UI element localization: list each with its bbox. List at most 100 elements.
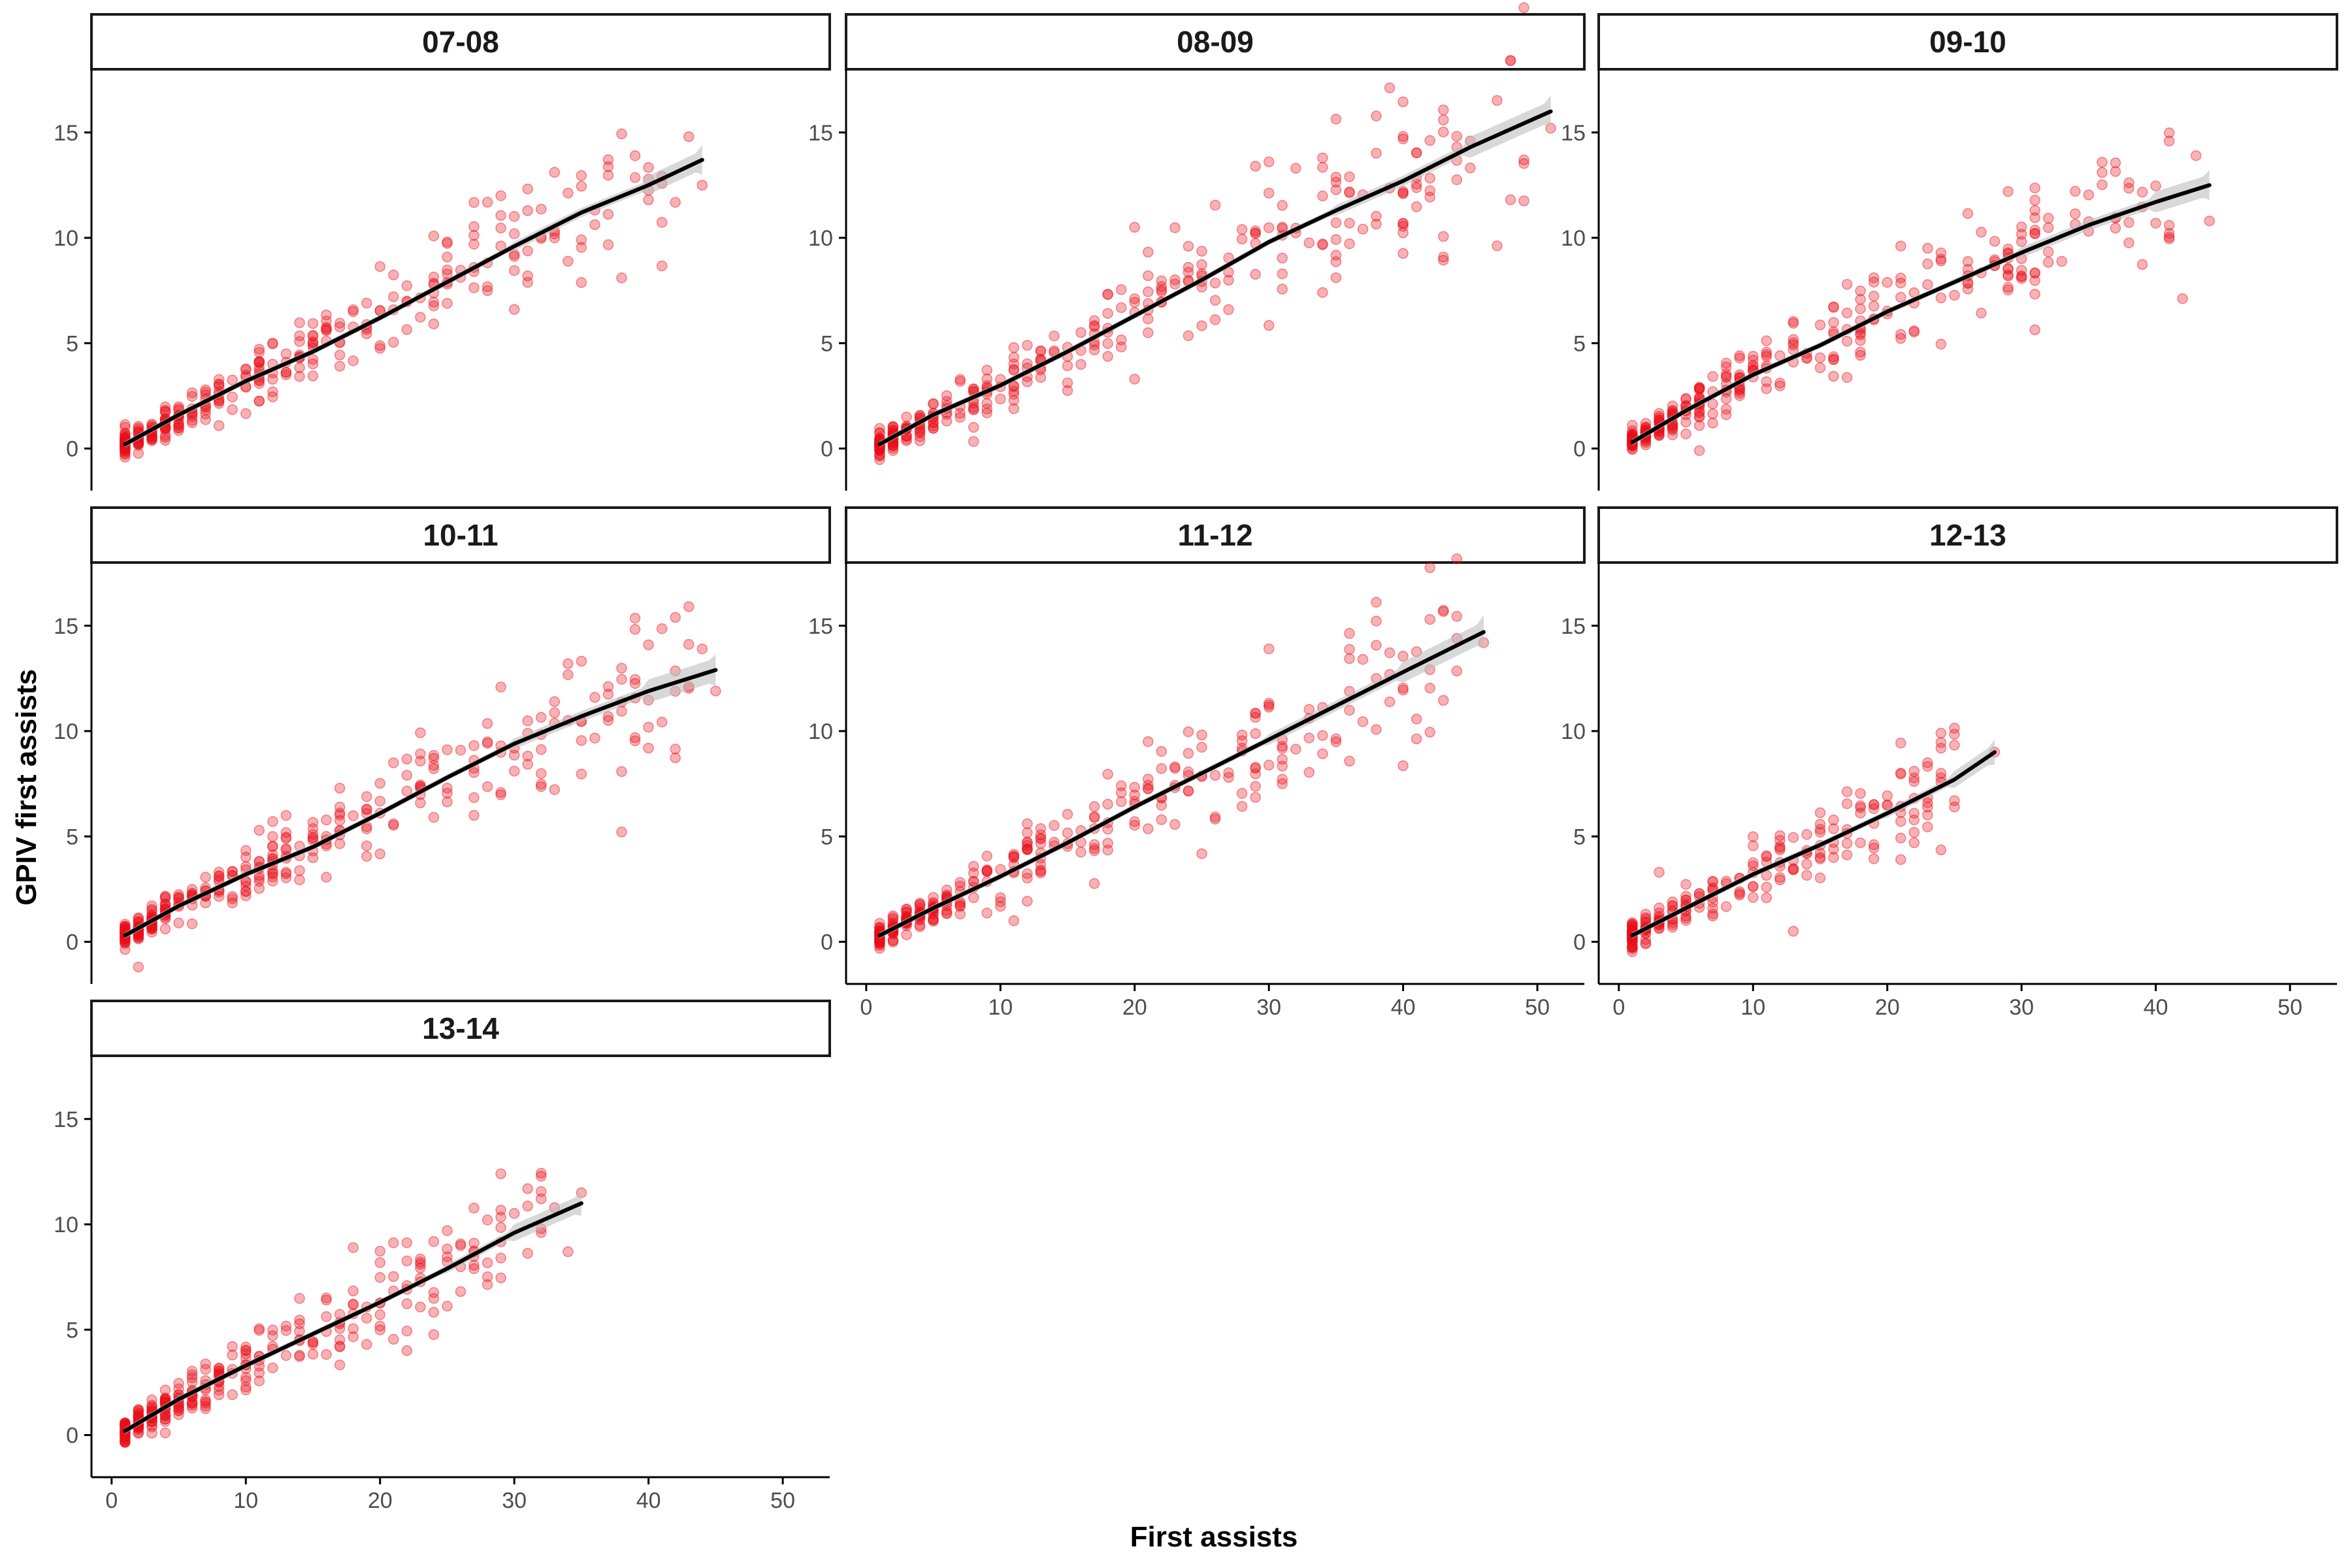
fit-line xyxy=(1630,750,1997,938)
data-point xyxy=(1935,338,1947,350)
data-point xyxy=(955,898,966,909)
data-point xyxy=(1895,832,1906,844)
data-point xyxy=(133,421,144,432)
data-point xyxy=(428,763,440,774)
data-point xyxy=(1115,787,1127,798)
data-point xyxy=(133,932,144,943)
data-point xyxy=(173,917,184,929)
data-point xyxy=(522,750,533,762)
data-point xyxy=(173,891,184,902)
data-point xyxy=(1438,231,1449,242)
data-point xyxy=(1357,716,1369,727)
data-point xyxy=(280,367,292,378)
data-point xyxy=(1397,682,1409,694)
data-point xyxy=(1008,403,1020,414)
data-point xyxy=(1209,811,1221,823)
data-point xyxy=(1236,735,1248,746)
data-point xyxy=(1707,910,1718,922)
data-point xyxy=(1397,186,1409,197)
data-point xyxy=(1895,768,1906,780)
data-point xyxy=(1654,907,1665,919)
data-point xyxy=(2123,237,2134,248)
data-point xyxy=(495,681,506,693)
data-point xyxy=(522,270,533,282)
data-point xyxy=(1371,210,1382,222)
data-point xyxy=(2110,166,2121,177)
data-point xyxy=(2056,255,2068,267)
data-point xyxy=(563,1246,574,1258)
data-point xyxy=(1788,318,1799,329)
data-point xyxy=(1438,254,1449,266)
data-point xyxy=(1868,799,1880,810)
data-point xyxy=(159,1428,171,1439)
data-point xyxy=(914,427,926,439)
data-point xyxy=(1949,795,1960,806)
data-point xyxy=(1841,838,1853,849)
data-point xyxy=(1438,604,1449,616)
data-point xyxy=(1828,351,1839,363)
data-point xyxy=(1008,852,1020,864)
data-point xyxy=(1788,316,1799,327)
panel-strip-label: 12-13 xyxy=(1929,518,2006,552)
data-point xyxy=(1022,818,1033,830)
data-point xyxy=(941,908,953,919)
data-point xyxy=(348,306,359,318)
data-point xyxy=(629,674,641,685)
data-point xyxy=(159,1416,171,1428)
data-point xyxy=(1143,774,1154,785)
data-point xyxy=(1693,407,1705,419)
data-point xyxy=(1411,147,1422,159)
data-point xyxy=(374,1257,385,1268)
data-point xyxy=(1143,783,1154,794)
data-point xyxy=(1129,789,1140,801)
y-tick-label: 15 xyxy=(1561,614,1586,639)
data-point xyxy=(1035,829,1047,841)
data-point xyxy=(508,211,520,222)
data-point xyxy=(146,435,157,446)
data-point xyxy=(240,1372,252,1383)
data-point xyxy=(536,768,547,779)
data-point xyxy=(253,357,265,368)
x-tick-label: 40 xyxy=(1391,995,1416,1020)
data-point xyxy=(1976,227,1987,238)
data-point xyxy=(1196,729,1207,741)
data-point xyxy=(1075,359,1086,370)
data-point xyxy=(1627,427,1638,439)
scatter-points xyxy=(1627,723,2001,957)
data-point xyxy=(415,1256,426,1268)
data-point xyxy=(1908,326,1920,338)
y-tick-label: 15 xyxy=(54,1107,78,1132)
data-point xyxy=(374,1245,385,1257)
data-point xyxy=(1895,240,1906,252)
data-point xyxy=(1788,864,1799,875)
data-point xyxy=(536,711,547,723)
data-point xyxy=(1088,811,1100,823)
data-point xyxy=(1088,878,1100,889)
panel-strip xyxy=(845,13,1586,71)
data-point xyxy=(1330,733,1342,745)
data-point xyxy=(2177,293,2188,304)
data-point xyxy=(1761,335,1772,346)
data-point xyxy=(1156,284,1168,295)
data-point xyxy=(563,255,574,267)
panel-strip xyxy=(1597,506,2338,564)
data-point xyxy=(1317,190,1328,202)
data-point xyxy=(1088,315,1100,326)
data-point xyxy=(1183,747,1194,759)
data-point xyxy=(1196,742,1207,753)
panels-layer: 07-08 0 5 10 15 08-09 0 5 10 15 09-10 0 5 10 15 10-11 0 5… xyxy=(54,2,2338,1513)
data-point xyxy=(1411,713,1422,725)
data-point xyxy=(2002,282,2014,293)
data-point xyxy=(495,1222,506,1233)
data-point xyxy=(267,875,278,887)
data-point xyxy=(2043,257,2054,268)
data-point xyxy=(374,340,385,351)
x-tick-label: 50 xyxy=(770,1488,795,1513)
data-point xyxy=(1667,919,1678,930)
data-point xyxy=(2029,224,2040,236)
data-point xyxy=(1667,896,1678,907)
data-point xyxy=(643,194,654,206)
data-point xyxy=(200,386,211,398)
data-point xyxy=(1330,234,1342,245)
data-point xyxy=(670,612,681,623)
